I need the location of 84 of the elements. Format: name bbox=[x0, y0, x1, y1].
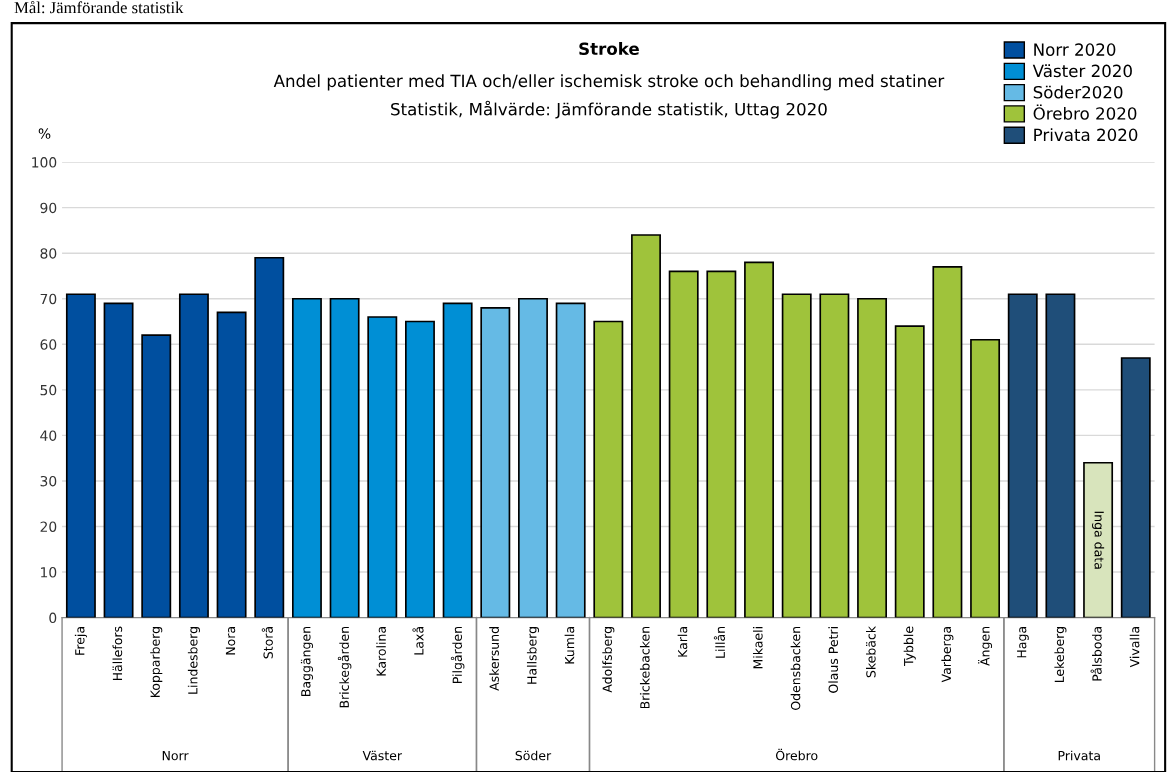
x-tick-label: Baggängen bbox=[300, 627, 313, 696]
y-tick-label: 50 bbox=[40, 384, 57, 396]
y-tick-label: 10 bbox=[41, 567, 57, 578]
y-tick-label: 40 bbox=[40, 430, 57, 441]
bar bbox=[1045, 293, 1076, 618]
y-tick-label: 60 bbox=[40, 339, 57, 350]
y-tick-label: 30 bbox=[40, 475, 57, 487]
legend-label: Söder2020 bbox=[1033, 85, 1123, 99]
x-tick-label: Pålsboda bbox=[1090, 627, 1102, 681]
bar bbox=[178, 293, 209, 618]
x-tick-label: Varberga bbox=[941, 627, 954, 683]
legend-label: Väster 2020 bbox=[1032, 64, 1132, 78]
x-tick-label: Skebäck bbox=[866, 625, 876, 678]
bar bbox=[932, 266, 963, 618]
x-tick-label: Lillån bbox=[713, 626, 725, 658]
bar bbox=[65, 293, 96, 618]
text: Väster bbox=[362, 750, 403, 761]
chart-subtitle: Andel patienter med TIA och/eller ischemisk stroke och behandling med statiner Statistik, Målvärde: Jämförande statistik, Uttag 2020 bbox=[273, 74, 945, 119]
bar bbox=[593, 320, 624, 618]
x-tick-label: Olaus Petri bbox=[828, 627, 838, 693]
y-axis-title: % bbox=[38, 128, 51, 139]
x-tick-label: Askersund bbox=[489, 627, 499, 691]
x-tick-label: Hallsberg bbox=[526, 627, 540, 684]
x-tick-label: Hällefors bbox=[112, 626, 123, 681]
y-tick-label: 0 bbox=[49, 612, 57, 624]
bar bbox=[1083, 461, 1114, 618]
bar bbox=[141, 334, 172, 618]
bar bbox=[329, 297, 360, 618]
bar bbox=[706, 270, 737, 618]
y-tick-label: 20 bbox=[40, 521, 57, 532]
x-tick-label: Mikaeli bbox=[752, 627, 763, 669]
x-tick-label: Lindesberg bbox=[187, 627, 200, 694]
bar bbox=[518, 297, 548, 618]
text: Privata bbox=[1058, 750, 1100, 761]
x-tick-label: Kumla bbox=[564, 627, 575, 664]
bar bbox=[1007, 293, 1038, 618]
bar bbox=[819, 293, 850, 618]
bar bbox=[291, 297, 322, 618]
legend-label: Örebro 2020 bbox=[1033, 104, 1137, 120]
text: Söder bbox=[515, 750, 552, 761]
legend-label: Norr 2020 bbox=[1034, 43, 1116, 56]
bar bbox=[668, 270, 699, 618]
annotation: Inga data bbox=[1092, 511, 1105, 569]
bar bbox=[631, 234, 661, 618]
y-tick-label: 70 bbox=[40, 293, 57, 305]
x-tick-label: Kopparberg bbox=[150, 627, 163, 698]
x-tick-label: Karla bbox=[677, 627, 688, 657]
bar bbox=[367, 316, 398, 618]
x-tick-label: Brickegården bbox=[337, 627, 352, 708]
text: Mål: Jämförande statistik bbox=[14, 1, 184, 14]
x-tick-label: Storå bbox=[261, 627, 273, 659]
y-tick-label: 90 bbox=[40, 202, 57, 214]
x-tick-label: Karolina bbox=[376, 627, 386, 676]
legend-label: Privata 2020 bbox=[1034, 128, 1138, 142]
bar bbox=[103, 302, 134, 618]
bar bbox=[442, 302, 473, 618]
x-tick-label: Adolfsberg bbox=[602, 627, 615, 693]
bar bbox=[1120, 357, 1151, 618]
x-tick-label: Tybble bbox=[903, 626, 916, 667]
bar bbox=[555, 302, 586, 618]
bar bbox=[254, 256, 285, 618]
x-tick-label: Laxå bbox=[412, 627, 424, 655]
x-tick-label: Odensbacken bbox=[790, 627, 801, 710]
chart-title: Stroke bbox=[579, 42, 639, 56]
x-tick-label: Brickebacken bbox=[639, 627, 650, 709]
x-tick-label: Haga bbox=[1017, 627, 1029, 658]
y-tick-label: 100 bbox=[32, 157, 57, 168]
y-tick-label: 80 bbox=[40, 248, 57, 259]
x-tick-label: Pilgården bbox=[450, 627, 465, 683]
x-tick-label: Ängen bbox=[978, 627, 993, 666]
bar bbox=[480, 307, 511, 618]
x-tick-label: Vivalla bbox=[1129, 627, 1140, 668]
bar bbox=[781, 293, 812, 618]
text: Norr bbox=[162, 751, 189, 761]
bar bbox=[894, 325, 925, 618]
bar bbox=[970, 338, 1001, 618]
x-tick-label: Lekeberg bbox=[1054, 627, 1067, 683]
bar bbox=[744, 261, 774, 618]
x-tick-label: Nora bbox=[225, 627, 236, 655]
bar bbox=[857, 297, 888, 618]
x-tick-label: Freja bbox=[74, 627, 87, 655]
text: Örebro bbox=[775, 748, 818, 761]
bar bbox=[216, 311, 247, 618]
bar bbox=[405, 320, 435, 618]
